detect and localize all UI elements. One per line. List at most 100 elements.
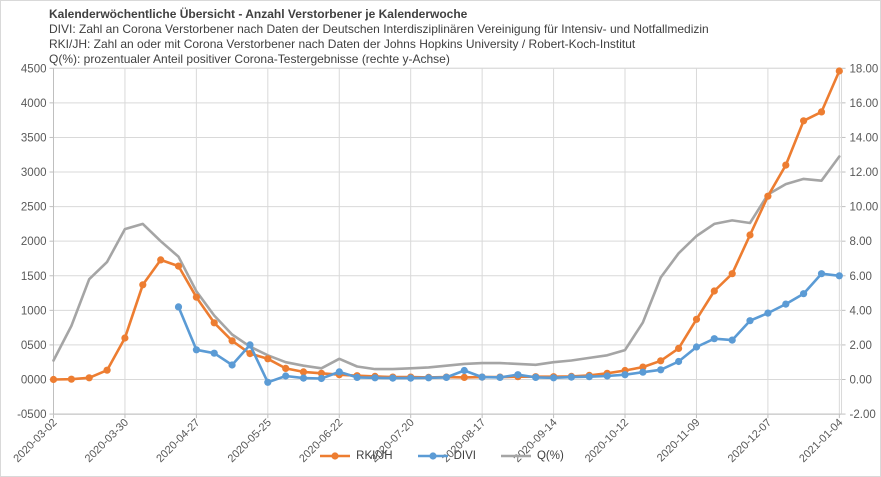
left-axis-tick-label: 0000 — [21, 375, 47, 387]
data-point-divi — [639, 368, 647, 376]
data-point-rki-jh — [210, 319, 218, 327]
right-axis-tick-label: 4.00 — [850, 305, 872, 317]
data-point-rki-jh — [710, 287, 718, 295]
right-axis-tick-label: 16.00 — [850, 98, 879, 110]
legend-item-rki-jh[interactable]: RKI/JH — [319, 450, 393, 462]
data-point-divi — [782, 300, 790, 308]
data-point-rki-jh — [657, 357, 665, 365]
data-point-divi — [210, 349, 218, 357]
data-point-divi — [496, 373, 504, 381]
data-point-divi — [728, 336, 736, 344]
series-rki-jh — [49, 67, 843, 384]
data-point-divi — [835, 272, 843, 280]
data-point-rki-jh — [49, 375, 58, 384]
data-point-divi — [335, 368, 343, 376]
data-point-divi — [264, 378, 272, 386]
data-point-divi — [514, 371, 522, 379]
data-point-divi — [603, 372, 611, 380]
data-point-divi — [389, 374, 397, 382]
data-point-divi — [621, 371, 629, 379]
data-point-rki-jh — [121, 334, 129, 342]
left-axis-tick-label: 4500 — [21, 63, 47, 75]
left-axis-tick-label: 2000 — [21, 236, 47, 248]
legend-line-marker-icon — [417, 452, 448, 460]
data-point-rki-jh — [835, 67, 843, 75]
data-point-divi — [675, 357, 683, 366]
left-axis-tick-label: 4000 — [21, 98, 47, 110]
legend-line-marker-icon — [500, 454, 531, 458]
data-point-rki-jh — [299, 368, 308, 376]
right-axis-tick-label: 8.00 — [850, 236, 872, 248]
left-axis-tick-label: 0500 — [21, 340, 47, 352]
data-point-rki-jh — [317, 369, 325, 377]
legend-item-q-[interactable]: Q(%) — [500, 450, 564, 462]
data-point-rki-jh — [67, 375, 75, 383]
right-axis-tick-label: 6.00 — [850, 271, 872, 283]
data-point-rki-jh — [728, 270, 736, 278]
data-point-divi — [407, 374, 415, 382]
left-axis-tick-label: 3000 — [21, 167, 47, 179]
data-point-divi — [710, 335, 718, 343]
data-point-rki-jh — [675, 344, 683, 352]
left-axis-tick-label: 2500 — [21, 202, 47, 214]
data-point-divi — [371, 374, 379, 382]
chart-subtitle-divi: DIVI: Zahl an Corona Verstorbener nach D… — [49, 22, 709, 36]
data-point-rki-jh — [460, 373, 468, 381]
data-point-rki-jh — [228, 337, 236, 345]
data-point-rki-jh — [692, 315, 701, 323]
data-point-divi — [317, 374, 325, 383]
data-point-rki-jh — [782, 161, 790, 169]
right-axis-tick-label: -2.00 — [850, 409, 876, 421]
data-point-rki-jh — [817, 108, 826, 116]
data-point-divi — [817, 270, 826, 278]
data-point-divi — [800, 290, 808, 298]
chart-subtitle-rki: RKI/JH: Zahl an oder mit Corona Verstorb… — [49, 37, 636, 51]
legend-label: Q(%) — [536, 450, 564, 462]
data-point-divi — [282, 372, 290, 380]
left-axis-tick-label: 1500 — [21, 271, 47, 283]
right-axis-tick-label: 12.00 — [850, 167, 879, 179]
chart-title: Kalenderwöchentliche Übersicht - Anzahl … — [49, 7, 468, 21]
series-q- — [52, 155, 841, 371]
chart-subtitle-q: Q(%): prozentualer Anteil positiver Coro… — [49, 52, 450, 66]
data-point-divi — [425, 374, 433, 382]
data-point-rki-jh — [639, 363, 647, 371]
legend-item-divi[interactable]: DIVI — [417, 450, 476, 462]
data-point-divi — [299, 374, 308, 382]
data-point-divi — [585, 373, 593, 381]
data-point-divi — [246, 341, 254, 349]
data-point-divi — [764, 309, 772, 317]
gridlines — [49, 67, 846, 419]
left-axis-tick-label: 3500 — [21, 132, 47, 144]
data-point-rki-jh — [139, 281, 147, 289]
data-point-divi — [192, 346, 200, 354]
data-point-rki-jh — [85, 374, 93, 382]
chart-title-block: Kalenderwöchentliche Übersicht - Anzahl … — [49, 7, 709, 67]
data-point-rki-jh — [800, 117, 808, 125]
data-point-divi — [460, 366, 468, 375]
data-point-rki-jh — [103, 366, 111, 374]
data-point-divi — [657, 366, 665, 374]
legend-label: DIVI — [453, 450, 476, 462]
data-point-rki-jh — [264, 355, 272, 363]
data-point-divi — [532, 373, 540, 381]
right-axis-tick-label: 2.00 — [850, 340, 872, 352]
data-point-divi — [567, 373, 576, 381]
data-point-rki-jh — [174, 262, 183, 270]
data-point-rki-jh — [192, 293, 200, 301]
data-point-rki-jh — [746, 231, 754, 239]
data-point-divi — [353, 373, 361, 381]
right-axis-tick-label: 10.00 — [850, 202, 879, 214]
data-point-divi — [692, 343, 701, 351]
data-point-rki-jh — [282, 364, 290, 372]
data-point-divi — [228, 361, 236, 369]
legend-line-marker-icon — [320, 452, 351, 460]
data-point-divi — [746, 317, 754, 325]
series-divi — [174, 270, 843, 386]
data-point-rki-jh — [246, 350, 254, 358]
data-point-divi — [550, 374, 558, 382]
left-axis-tick-label: 1000 — [21, 305, 47, 317]
right-axis-tick-label: 18.00 — [850, 63, 879, 75]
